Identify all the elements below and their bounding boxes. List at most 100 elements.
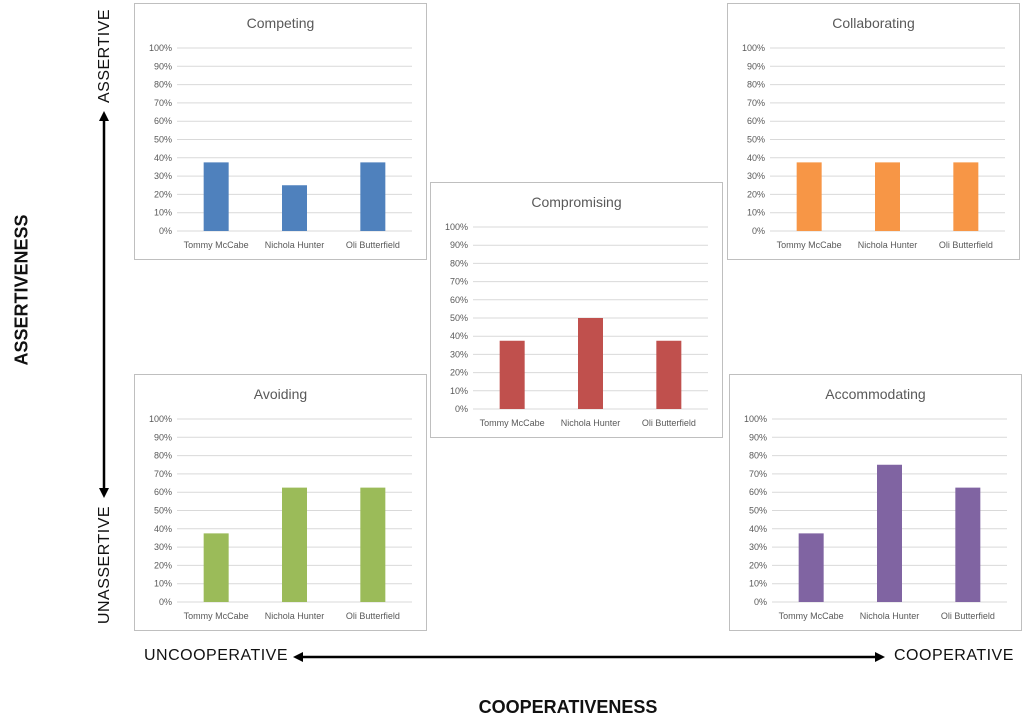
- y-tick-label: 0%: [159, 597, 172, 607]
- y-tick-label: 10%: [154, 579, 172, 589]
- x-axis-title: COOPERATIVENESS: [478, 697, 658, 717]
- bar-oli-butterfield: [360, 487, 386, 602]
- y-tick-label: 70%: [747, 98, 765, 108]
- assertive-label: ASSERTIVE: [96, 8, 113, 104]
- category-label: Nichola Hunter: [860, 611, 920, 621]
- y-tick-label: 50%: [749, 506, 767, 516]
- y-tick-label: 90%: [747, 61, 765, 71]
- unassertive-label: UNASSERTIVE: [96, 505, 113, 625]
- bar-oli-butterfield: [656, 340, 682, 409]
- y-tick-label: 50%: [450, 313, 468, 323]
- y-tick-label: 50%: [154, 506, 172, 516]
- y-tick-label: 0%: [455, 404, 468, 414]
- bar-tommy-mccabe: [798, 533, 824, 602]
- bar-tommy-mccabe: [499, 340, 525, 409]
- bar-nichola-hunter: [877, 464, 902, 602]
- y-tick-label: 0%: [754, 597, 767, 607]
- y-tick-label: 60%: [154, 487, 172, 497]
- category-label: Nichola Hunter: [265, 240, 325, 250]
- y-tick-label: 10%: [450, 386, 468, 396]
- y-tick-label: 30%: [154, 542, 172, 552]
- y-tick-label: 70%: [154, 98, 172, 108]
- y-tick-label: 20%: [450, 368, 468, 378]
- chart-svg: Competing 0% 10% 20% 30% 40% 50% 60% 70% 80% 90% 10…: [149, 15, 412, 250]
- y-tick-label: 30%: [749, 542, 767, 552]
- y-tick-label: 0%: [752, 226, 765, 236]
- chart-title: Collaborating: [832, 15, 915, 31]
- competing-chart: Competing 0% 10% 20% 30% 40% 50% 60% 70% 80% 90% 10…: [134, 3, 427, 260]
- y-tick-label: 70%: [749, 469, 767, 479]
- chart-title: Competing: [247, 15, 315, 31]
- bar-tommy-mccabe: [796, 162, 822, 231]
- y-tick-label: 20%: [154, 560, 172, 570]
- y-tick-label: 20%: [154, 189, 172, 199]
- y-tick-label: 60%: [747, 116, 765, 126]
- y-tick-label: 80%: [450, 258, 468, 268]
- category-label: Tommy McCabe: [777, 240, 842, 250]
- bar-oli-butterfield: [953, 162, 979, 231]
- y-tick-label: 60%: [450, 295, 468, 305]
- y-tick-label: 40%: [747, 153, 765, 163]
- y-tick-label: 10%: [747, 208, 765, 218]
- y-tick-label: 10%: [154, 208, 172, 218]
- category-label: Oli Butterfield: [346, 240, 400, 250]
- y-tick-label: 80%: [747, 80, 765, 90]
- y-tick-label: 30%: [154, 171, 172, 181]
- category-label: Tommy McCabe: [480, 418, 545, 428]
- category-label: Nichola Hunter: [858, 240, 918, 250]
- category-label: Tommy McCabe: [184, 611, 249, 621]
- chart-svg: Accommodating 0% 10% 20% 30% 40% 50% 60% 70% 80% 9…: [744, 386, 1007, 621]
- bar-nichola-hunter: [578, 318, 603, 409]
- bar-oli-butterfield: [955, 487, 981, 602]
- y-tick-label: 60%: [154, 116, 172, 126]
- y-tick-label: 100%: [744, 414, 767, 424]
- avoiding-chart: Avoiding 0% 10% 20% 30% 40% 50% 60% 70% 80% 90% 100…: [134, 374, 427, 631]
- y-tick-label: 100%: [149, 43, 172, 53]
- chart-svg: Collaborating 0% 10% 20% 30% 40% 50% 60% 70% 80% 9…: [742, 15, 1005, 250]
- y-tick-label: 90%: [749, 432, 767, 442]
- y-tick-label: 60%: [749, 487, 767, 497]
- y-tick-label: 70%: [154, 469, 172, 479]
- category-label: Tommy McCabe: [184, 240, 249, 250]
- y-tick-label: 40%: [749, 524, 767, 534]
- y-tick-label: 40%: [154, 524, 172, 534]
- bar-nichola-hunter: [282, 185, 307, 231]
- y-tick-label: 70%: [450, 277, 468, 287]
- compromising-chart: Compromising 0% 10% 20% 30% 40% 50% 60% 70% 80% 90…: [430, 182, 723, 438]
- chart-title: Compromising: [531, 194, 621, 210]
- y-tick-label: 40%: [450, 331, 468, 341]
- category-label: Nichola Hunter: [561, 418, 621, 428]
- category-label: Nichola Hunter: [265, 611, 325, 621]
- y-tick-label: 20%: [747, 189, 765, 199]
- category-label: Oli Butterfield: [941, 611, 995, 621]
- y-tick-label: 10%: [749, 579, 767, 589]
- chart-svg: Compromising 0% 10% 20% 30% 40% 50% 60% 70% 80% 90…: [445, 194, 708, 428]
- y-tick-label: 90%: [154, 61, 172, 71]
- y-tick-label: 100%: [445, 222, 468, 232]
- bar-oli-butterfield: [360, 162, 386, 231]
- y-tick-label: 80%: [749, 451, 767, 461]
- chart-title: Avoiding: [254, 386, 307, 402]
- y-tick-label: 30%: [450, 349, 468, 359]
- bar-nichola-hunter: [282, 487, 307, 602]
- y-tick-label: 100%: [149, 414, 172, 424]
- y-tick-label: 30%: [747, 171, 765, 181]
- y-tick-label: 20%: [749, 560, 767, 570]
- bar-tommy-mccabe: [203, 533, 229, 602]
- y-tick-label: 50%: [747, 135, 765, 145]
- accommodating-chart: Accommodating 0% 10% 20% 30% 40% 50% 60% 70% 80% 9…: [729, 374, 1022, 631]
- y-tick-label: 90%: [154, 432, 172, 442]
- bar-nichola-hunter: [875, 162, 900, 231]
- collaborating-chart: Collaborating 0% 10% 20% 30% 40% 50% 60% 70% 80% 9…: [727, 3, 1020, 260]
- y-tick-label: 80%: [154, 451, 172, 461]
- y-tick-label: 0%: [159, 226, 172, 236]
- y-tick-label: 90%: [450, 240, 468, 250]
- chart-title: Accommodating: [825, 386, 925, 402]
- y-tick-label: 100%: [742, 43, 765, 53]
- cooperative-label: COOPERATIVE: [894, 647, 1014, 664]
- y-tick-label: 80%: [154, 80, 172, 90]
- bar-tommy-mccabe: [203, 162, 229, 231]
- category-label: Oli Butterfield: [642, 418, 696, 428]
- category-label: Oli Butterfield: [939, 240, 993, 250]
- y-tick-label: 50%: [154, 135, 172, 145]
